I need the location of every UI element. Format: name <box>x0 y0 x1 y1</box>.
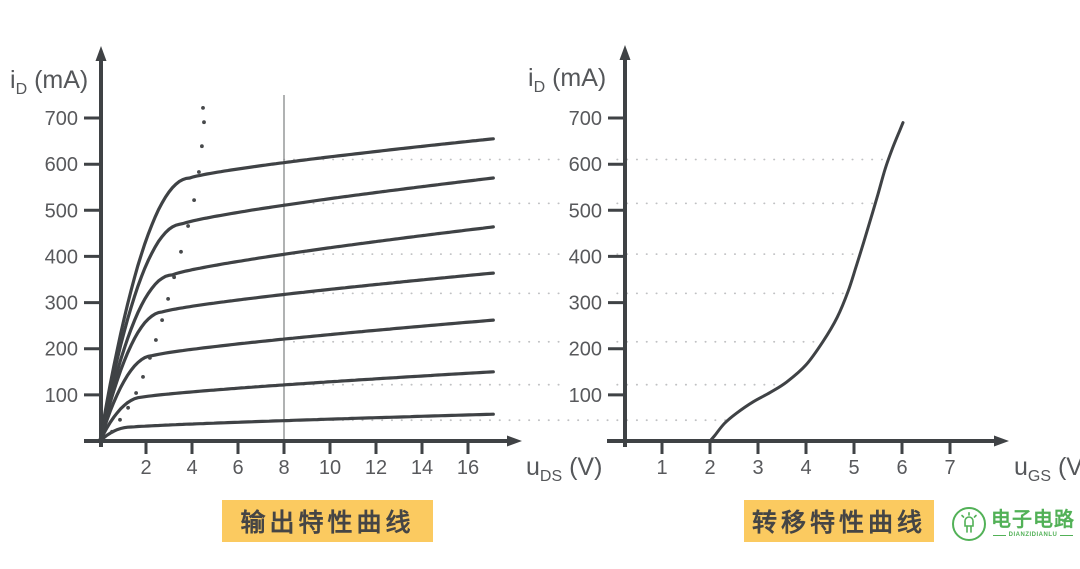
right-y-tick-label: 500 <box>569 200 602 222</box>
axis-label: iD (mA) <box>528 64 606 96</box>
right-x-tick-label: 4 <box>800 457 811 479</box>
boundary-dot <box>172 275 177 280</box>
right-y-label-backing <box>564 336 614 360</box>
boundary-dot <box>201 106 205 110</box>
axis-arrowhead <box>994 435 1009 447</box>
output-curve-5 <box>98 318 495 443</box>
boundary-dot <box>197 170 201 174</box>
left-x-tick-label: 6 <box>232 457 243 479</box>
left-x-tick-label: 14 <box>411 457 433 479</box>
saturation-boundary-dots <box>110 106 206 434</box>
boundary-dot <box>160 318 165 322</box>
transfer-curve <box>708 121 905 443</box>
dotted-guide-lines <box>283 158 890 422</box>
left-x-tick-label: 4 <box>186 457 197 479</box>
left-y-tick-label: 100 <box>45 385 78 407</box>
output-curve-3 <box>98 225 495 443</box>
left-x-tick-label: 2 <box>140 457 151 479</box>
right-x-tick-label: 2 <box>704 457 715 479</box>
tagline-dash-right <box>1060 534 1074 536</box>
transfer-characteristics-badge: 转移特性曲线 <box>744 500 934 542</box>
right-y-label-backing <box>564 290 614 314</box>
boundary-dot <box>166 297 171 301</box>
boundary-dot <box>141 375 145 379</box>
axis-arrowhead <box>95 46 107 61</box>
right-chart-axes: 100 200 300 400 500 600 700 1 2 3 4 5 6 7 iD (mA) uGS (… <box>528 45 1080 485</box>
right-y-label-backing <box>564 382 614 406</box>
right-y-tick-label: 400 <box>569 246 602 268</box>
axis-label: uDS (V) <box>526 453 602 485</box>
left-x-tick-label: 16 <box>457 457 479 479</box>
right-y-tick-label: 200 <box>569 339 602 361</box>
curves <box>98 106 905 443</box>
brand-name: 电子电路 <box>991 509 1075 531</box>
right-y-tick-label: 700 <box>569 108 602 130</box>
boundary-dot <box>179 249 183 254</box>
output-curve-6 <box>98 370 495 443</box>
axis-label: uGS (V) <box>1014 453 1080 485</box>
boundary-dot <box>202 120 206 125</box>
axis-arrowhead <box>619 45 631 60</box>
right-y-label-backing <box>564 106 614 129</box>
brand-logo: 电子电路 DIANZIDIANLU <box>952 507 1075 541</box>
right-x-tick-label: 1 <box>656 457 667 479</box>
boundary-dot <box>154 338 158 342</box>
right-x-tick-label: 3 <box>752 457 763 479</box>
output-curve-1 <box>98 137 495 443</box>
left-y-tick-label: 200 <box>45 339 78 361</box>
led-glyph <box>961 512 977 533</box>
boundary-dot <box>200 144 204 149</box>
brand-text-block: 电子电路 DIANZIDIANLU <box>991 510 1075 538</box>
brand-tagline: DIANZIDIANLU <box>1008 532 1058 538</box>
right-x-tick-label: 7 <box>944 457 955 479</box>
right-y-label-backing <box>564 198 614 222</box>
output-curve-2 <box>98 176 495 443</box>
boundary-dot <box>118 417 122 422</box>
brand-tagline-row: DIANZIDIANLU <box>992 532 1074 538</box>
left-y-tick-label: 500 <box>45 200 78 222</box>
left-chart-axes: 100 200 300 400 500 600 700 2 4 6 8 10 12 14 16 iD (mA)… <box>10 46 602 485</box>
left-y-tick-label: 300 <box>45 293 78 315</box>
left-y-tick-label: 600 <box>45 154 78 176</box>
boundary-dot <box>148 356 152 360</box>
left-y-tick-label: 400 <box>45 246 78 268</box>
right-y-tick-label: 100 <box>569 385 602 407</box>
right-y-label-backing <box>564 152 614 176</box>
boundary-dot <box>110 429 114 434</box>
boundary-dot <box>126 405 130 410</box>
axis-arrowhead <box>507 435 522 447</box>
left-x-tick-label: 10 <box>319 457 341 479</box>
boundary-dot <box>186 224 191 228</box>
right-y-label-backing <box>564 244 614 268</box>
left-y-tick-label: 700 <box>45 108 78 130</box>
left-x-tick-label: 8 <box>278 457 289 479</box>
right-x-tick-label: 6 <box>896 457 907 479</box>
output-characteristics-badge: 输出特性曲线 <box>222 500 433 542</box>
right-y-tick-label: 600 <box>569 154 602 176</box>
led-icon <box>952 507 986 541</box>
left-x-tick-label: 12 <box>365 457 387 479</box>
axis-label: iD (mA) <box>10 66 88 98</box>
boundary-dot <box>134 391 139 395</box>
right-x-tick-label: 5 <box>848 457 859 479</box>
output-curve-4 <box>98 271 495 443</box>
right-y-tick-label: 300 <box>569 293 602 315</box>
boundary-dot <box>192 198 197 203</box>
tagline-dash-left <box>992 534 1006 536</box>
output-curve-7 <box>98 412 495 443</box>
